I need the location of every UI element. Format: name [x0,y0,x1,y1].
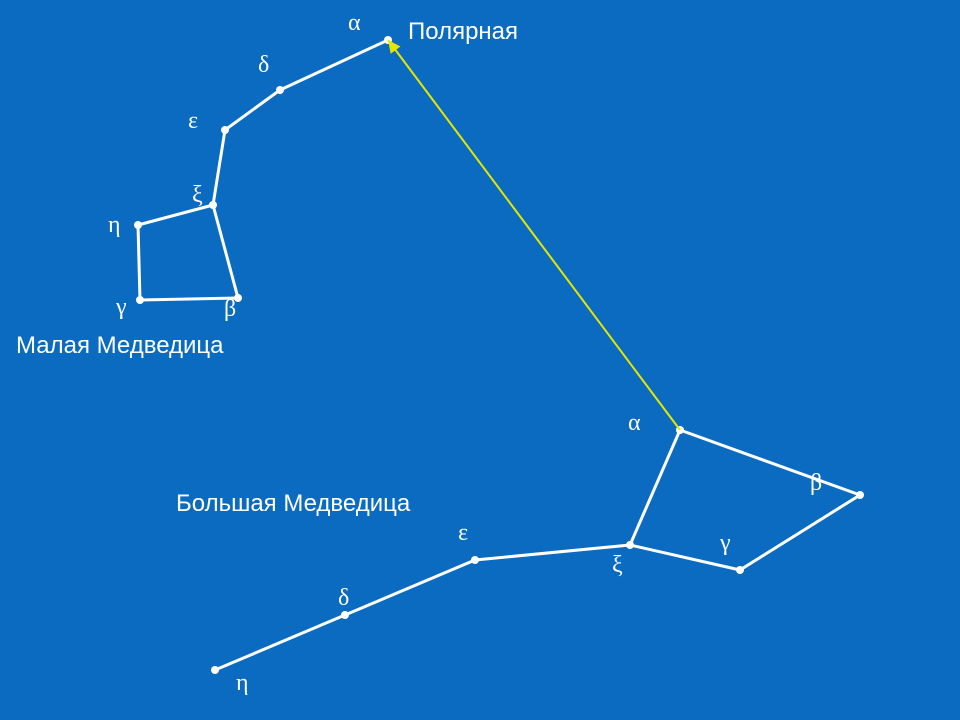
ursa-minor-greek-eta: η [108,212,121,239]
ursa-minor-edge [138,225,140,300]
label-ursa-minor: Малая Медведица [16,332,224,360]
ursa-minor-edge [213,205,238,298]
constellation-diagram: Полярная Малая Медведица Большая Медведи… [0,0,960,720]
ursa-major-greek-eta: η [236,670,249,697]
ursa-minor-edge [213,130,225,205]
ursa-major-edge [630,430,680,545]
ursa-major-star-gamma [736,566,744,574]
ursa-major-edge [680,430,860,495]
pointer-arrow-head [388,40,400,54]
ursa-minor-greek-xi: ξ [192,182,203,209]
ursa-minor-greek-alpha: α [348,10,361,37]
ursa-major-star-xi [626,541,634,549]
ursa-minor-star-eta [134,221,142,229]
ursa-major-star-beta [856,491,864,499]
ursa-minor-star-xi [209,201,217,209]
ursa-major-edge [475,545,630,560]
ursa-major-greek-delta: δ [338,585,349,612]
ursa-minor-star-delta [276,86,284,94]
ursa-minor-edge [225,90,280,130]
ursa-major-edge [740,495,860,570]
ursa-major-greek-gamma: γ [720,530,731,557]
ursa-minor-greek-beta: β [224,296,236,323]
ursa-major-greek-alpha: α [628,410,641,437]
ursa-major-greek-epsilon: ε [458,520,468,547]
label-polaris: Полярная [408,18,518,46]
ursa-minor-greek-gamma: γ [116,294,127,321]
ursa-minor-greek-epsilon: ε [188,108,198,135]
ursa-major-star-eta [211,666,219,674]
label-ursa-major: Большая Медведица [176,490,410,518]
ursa-major-greek-xi: ξ [612,552,623,579]
ursa-major-greek-beta: β [810,470,822,497]
ursa-major-star-delta [341,611,349,619]
ursa-minor-edge [280,40,388,90]
ursa-major-star-epsilon [471,556,479,564]
ursa-minor-greek-delta: δ [258,52,269,79]
ursa-major-edge [215,615,345,670]
sky-svg [0,0,960,720]
ursa-major-edge [345,560,475,615]
ursa-minor-star-gamma [136,296,144,304]
ursa-minor-star-epsilon [221,126,229,134]
pointer-arrow-line [388,40,680,430]
